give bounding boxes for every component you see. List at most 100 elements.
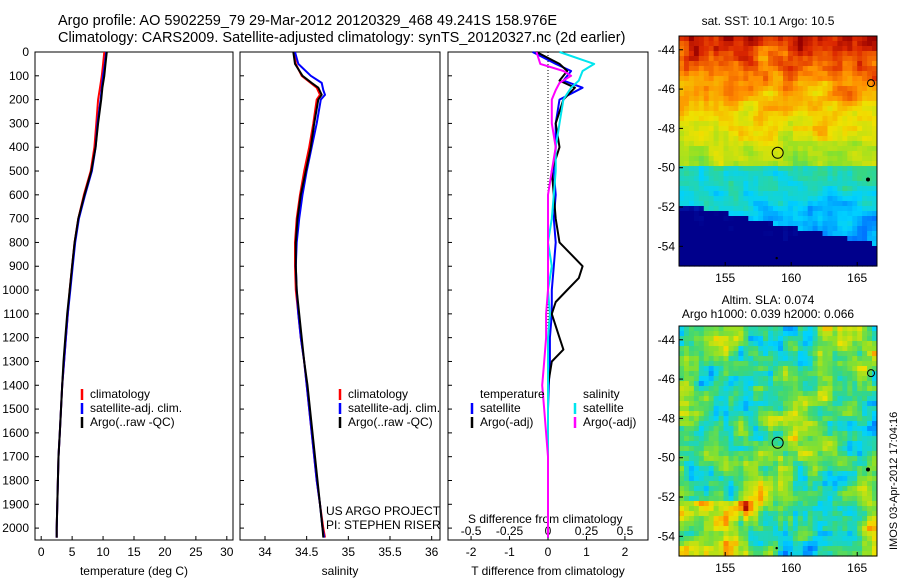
temperature-legend-label: satellite-adj. clim. xyxy=(90,401,182,415)
difference-x-tick-label: -1 xyxy=(504,545,515,559)
depth-tick-label: 1800 xyxy=(2,473,29,487)
sst_map-lat-label: -52 xyxy=(658,200,676,214)
temperature-axes xyxy=(34,51,234,541)
difference-top-tick-label: -0.25 xyxy=(496,524,524,538)
depth-tick-label: 1700 xyxy=(2,450,29,464)
difference-x-tick-label: 1 xyxy=(583,545,590,559)
depth-tick-label: 1900 xyxy=(2,497,29,511)
depth-tick-label: 100 xyxy=(9,69,29,83)
salinity-x-tick-label: 35.5 xyxy=(378,545,402,559)
depth-tick-label: 1300 xyxy=(2,354,29,368)
sla_map-lon-label: 160 xyxy=(781,561,801,575)
island-outline xyxy=(867,369,875,378)
legend-title-salinity: salinity xyxy=(583,387,620,401)
sst_map-lat-label: -48 xyxy=(658,121,676,135)
salinity-legend-label: climatology xyxy=(348,387,408,401)
depth-tick-label: 400 xyxy=(9,140,29,154)
salinity-legend-label: Argo(..raw -QC) xyxy=(348,415,433,429)
salinity-x-tick-label: 36 xyxy=(425,545,439,559)
sst_map-title: sat. SST: 10.1 Argo: 10.5 xyxy=(702,14,835,28)
sst_map-lat-label: -50 xyxy=(658,161,676,175)
sst_map-lat-label: -46 xyxy=(658,82,676,96)
sst_map-lon-label: 165 xyxy=(847,271,867,285)
depth-tick-label: 1200 xyxy=(2,331,29,345)
temperature-x-tick-label: 25 xyxy=(189,545,203,559)
difference-x-tick-label: -2 xyxy=(466,545,477,559)
sst_map-lon-label: 160 xyxy=(781,271,801,285)
difference-top-tick-label: 0.25 xyxy=(575,524,599,538)
depth-tick-label: 1000 xyxy=(2,283,29,297)
sst_map-axes xyxy=(678,35,878,267)
salinity-legend-label: satellite-adj. clim. xyxy=(348,401,440,415)
island-dot xyxy=(775,546,778,550)
legend-title-temperature: temperature xyxy=(480,387,545,401)
difference-legend-label: satellite xyxy=(583,401,624,415)
sla_map-lat-label: -54 xyxy=(658,529,676,543)
difference-top-tick-label: 0.5 xyxy=(617,524,634,538)
temperature-x-tick-label: 15 xyxy=(127,545,141,559)
salinity-x-axis-label: salinity xyxy=(322,564,359,578)
project-label: US ARGO PROJECT xyxy=(326,504,441,518)
depth-tick-label: 1600 xyxy=(2,426,29,440)
difference-series-3 xyxy=(535,51,573,538)
depth-tick-label: 700 xyxy=(9,212,29,226)
sla_map-field xyxy=(679,326,878,557)
temperature-x-tick-label: 5 xyxy=(69,545,76,559)
sla_map-lat-label: -44 xyxy=(658,333,676,347)
figure-title-line2: Climatology: CARS2009. Satellite-adjuste… xyxy=(58,30,626,46)
salinity-axes xyxy=(239,51,441,541)
difference-legend-label: Argo(-adj) xyxy=(583,415,636,429)
temperature-x-tick-label: 30 xyxy=(220,545,234,559)
sla_map-float-marker xyxy=(771,436,784,449)
temperature-legend-label: climatology xyxy=(90,387,150,401)
island-outline xyxy=(867,79,875,88)
depth-tick-label: 0 xyxy=(22,45,29,59)
sla_map-lat-label: -48 xyxy=(658,411,676,425)
difference-x-tick-label: 0 xyxy=(545,545,552,559)
sla_map-lon-label: 155 xyxy=(715,561,735,575)
depth-tick-label: 1400 xyxy=(2,378,29,392)
depth-tick-label: 200 xyxy=(9,93,29,107)
sst_map-field xyxy=(679,36,878,267)
temperature-series-2 xyxy=(55,51,108,538)
sla_map-axes xyxy=(678,325,878,557)
pi-label: PI: STEPHEN RISER xyxy=(326,518,441,532)
island-dot xyxy=(866,177,870,182)
depth-tick-label: 2000 xyxy=(2,521,29,535)
island-dot xyxy=(866,467,870,472)
sst_map-lon-label: 155 xyxy=(715,271,735,285)
sla_map-subtitle: Argo h1000: 0.039 h2000: 0.066 xyxy=(682,307,854,321)
temperature-x-tick-label: 20 xyxy=(158,545,172,559)
sla_map-title: Altim. SLA: 0.074 xyxy=(722,293,815,307)
salinity-x-tick-label: 35 xyxy=(342,545,356,559)
salinity-x-tick-label: 34 xyxy=(258,545,272,559)
figure-title-line1: Argo profile: AO 5902259_79 29-Mar-2012 … xyxy=(58,13,558,29)
difference-legend-label: Argo(-adj) xyxy=(480,415,533,429)
difference-x-axis-label: T difference from climatology xyxy=(471,564,625,578)
temperature-legend-label: Argo(..raw -QC) xyxy=(90,415,175,429)
depth-tick-label: 1100 xyxy=(3,307,29,321)
depth-tick-label: 300 xyxy=(9,116,29,130)
sla_map-lat-label: -52 xyxy=(658,490,676,504)
sst_map-lat-label: -54 xyxy=(658,239,676,253)
imos-timestamp: IMOS 03-Apr-2012 17:04:16 xyxy=(888,411,900,550)
temperature-x-tick-label: 0 xyxy=(38,545,45,559)
depth-tick-label: 500 xyxy=(9,164,29,178)
sla_map-lat-label: -50 xyxy=(658,451,676,465)
depth-tick-label: 900 xyxy=(9,259,29,273)
temperature-x-axis-label: temperature (deg C) xyxy=(80,564,188,578)
island-dot xyxy=(775,256,778,260)
depth-tick-label: 600 xyxy=(9,188,29,202)
sst_map-lat-label: -44 xyxy=(658,43,676,57)
sla_map-lat-label: -46 xyxy=(658,372,676,386)
salinity-series-2 xyxy=(292,51,325,538)
salinity-x-tick-label: 34.5 xyxy=(295,545,319,559)
difference-x-tick-label: 2 xyxy=(622,545,629,559)
difference-top-tick-label: -0.5 xyxy=(461,524,482,538)
sst_map-float-marker xyxy=(771,146,784,159)
temperature-x-tick-label: 10 xyxy=(96,545,110,559)
difference-top-axis-label: S difference from climatology xyxy=(468,512,623,526)
depth-tick-label: 1500 xyxy=(2,402,29,416)
